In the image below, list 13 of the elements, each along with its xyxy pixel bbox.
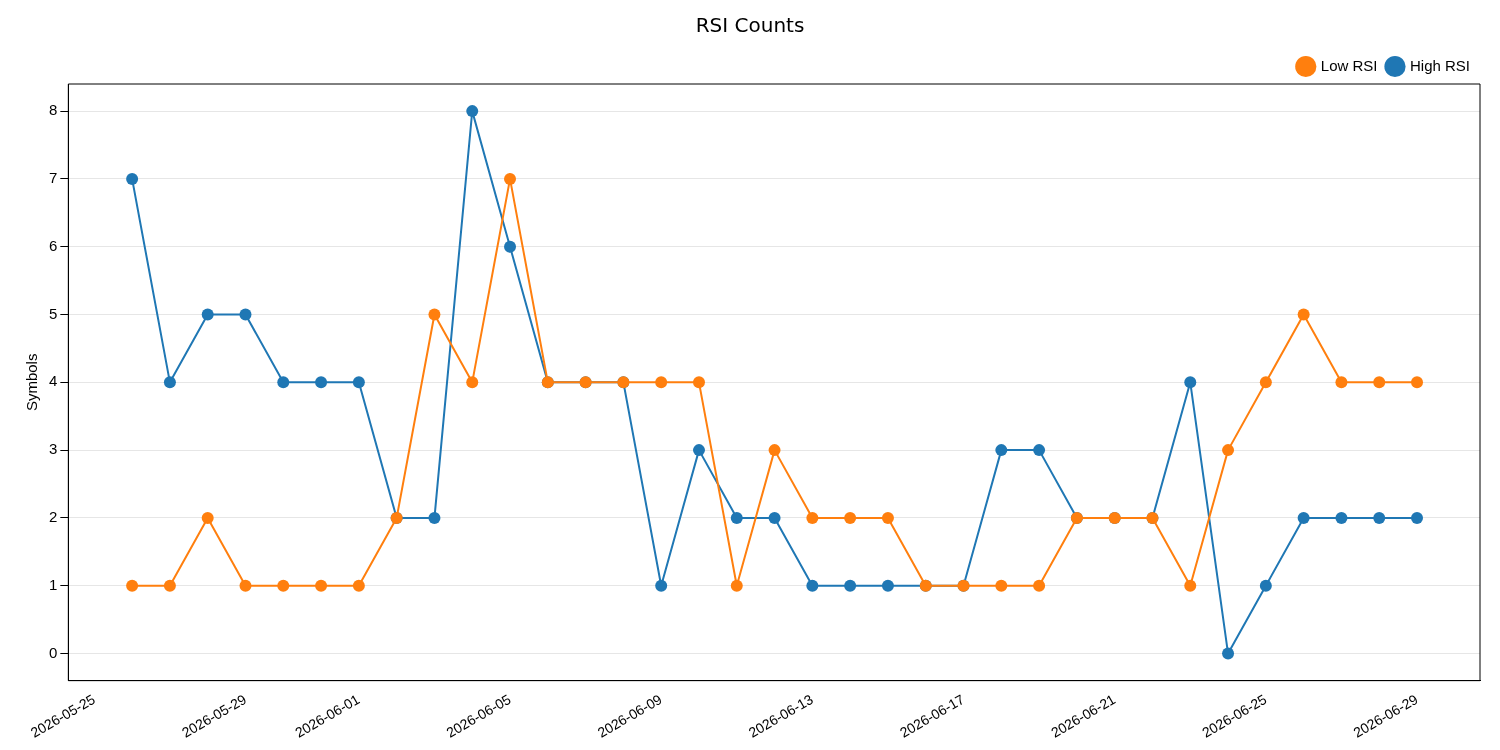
y-axis-title: Symbols (23, 353, 41, 412)
y-tick-label: 0 (49, 643, 58, 661)
y-tick-label: 2 (49, 508, 58, 526)
legend-label: High RSI (1409, 56, 1471, 74)
y-tick-label: 8 (49, 101, 58, 119)
y-tick-label: 4 (49, 372, 58, 390)
y-tick-label: 1 (49, 575, 58, 593)
chart-title: RSI Counts (695, 13, 805, 38)
legend-label: Low RSI (1320, 56, 1378, 74)
y-tick-label: 3 (49, 440, 58, 458)
y-tick-label: 5 (49, 304, 58, 322)
y-tick-label: 7 (49, 169, 58, 187)
y-tick-label: 6 (49, 236, 58, 254)
